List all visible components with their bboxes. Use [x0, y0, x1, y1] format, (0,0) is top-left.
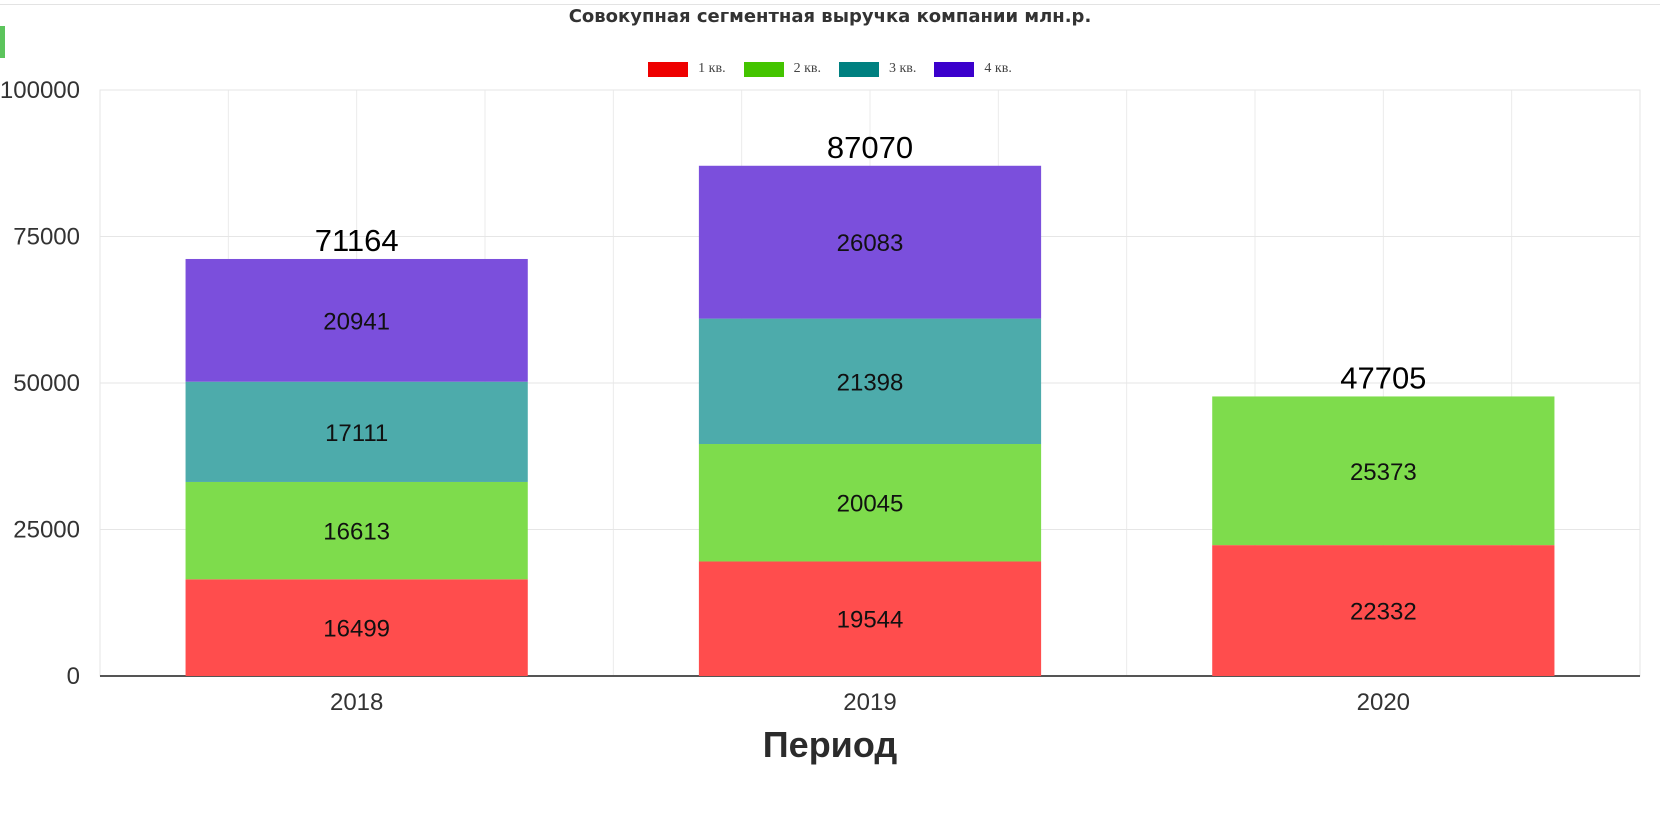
legend-swatch-q1: [648, 61, 689, 77]
y-tick-label: 50000: [13, 370, 80, 397]
bar-value-label: 26083: [837, 230, 904, 257]
bar-value-label: 21398: [837, 369, 904, 396]
bar-value-label: 20941: [323, 308, 390, 335]
bar-segment[interactable]: [698, 444, 1042, 562]
legend-swatch-q4: [934, 61, 975, 77]
legend-item-q4[interactable]: 4 кв.: [934, 61, 1012, 77]
bar-total-label: 47705: [1340, 360, 1426, 395]
bar-value-label: 16499: [323, 616, 390, 643]
bar-segment[interactable]: [698, 318, 1042, 445]
x-tick-label: 2020: [1357, 689, 1410, 716]
bar-segment[interactable]: [185, 481, 528, 580]
bar-total-label: 71164: [315, 223, 399, 258]
legend-swatch-q2: [743, 61, 784, 77]
bar-value-label: 16613: [323, 519, 390, 546]
x-axis-title: Период: [762, 724, 898, 765]
legend-item-q2[interactable]: 2 кв.: [743, 61, 821, 77]
y-tick-label: 0: [67, 663, 80, 690]
bar-segment[interactable]: [1212, 396, 1555, 546]
bar-value-label: 19544: [837, 607, 904, 634]
bar-segment[interactable]: [185, 381, 528, 482]
x-tick-label: 2019: [843, 689, 896, 716]
legend-label-q3: 3 кв.: [889, 61, 917, 76]
side-tab-marker: [0, 26, 5, 58]
y-tick-label: 25000: [13, 517, 80, 544]
legend-item-q3[interactable]: 3 кв.: [839, 61, 916, 77]
bar-segment[interactable]: [185, 258, 528, 382]
legend-swatch-q3: [839, 61, 879, 77]
legend-label-q2: 2 кв.: [793, 61, 821, 76]
bar-segment[interactable]: [698, 165, 1042, 319]
bar-segment[interactable]: [698, 561, 1042, 676]
top-divider: [0, 4, 1660, 5]
bar-value-label: 25373: [1350, 459, 1417, 486]
bar-value-label: 20045: [837, 491, 904, 518]
chart-title: Совокупная сегментная выручка компании м…: [568, 6, 1092, 27]
bar-value-label: 17111: [325, 420, 388, 447]
bar-segment[interactable]: [185, 579, 528, 676]
legend-label-q4: 4 кв.: [984, 61, 1012, 76]
bar-value-label: 22332: [1350, 599, 1417, 626]
bar-total-label: 87070: [827, 130, 913, 165]
legend-item-q1[interactable]: 1 кв.: [648, 61, 726, 77]
y-tick-label: 75000: [13, 224, 80, 251]
x-tick-label: 2018: [330, 689, 383, 716]
legend-label-q1: 1 кв.: [698, 61, 726, 76]
chart-legend: 1 кв. 2 кв. 3 кв. 4 кв.: [0, 61, 1660, 77]
y-tick-label: 100000: [0, 77, 80, 104]
bar-segment[interactable]: [1212, 545, 1555, 676]
